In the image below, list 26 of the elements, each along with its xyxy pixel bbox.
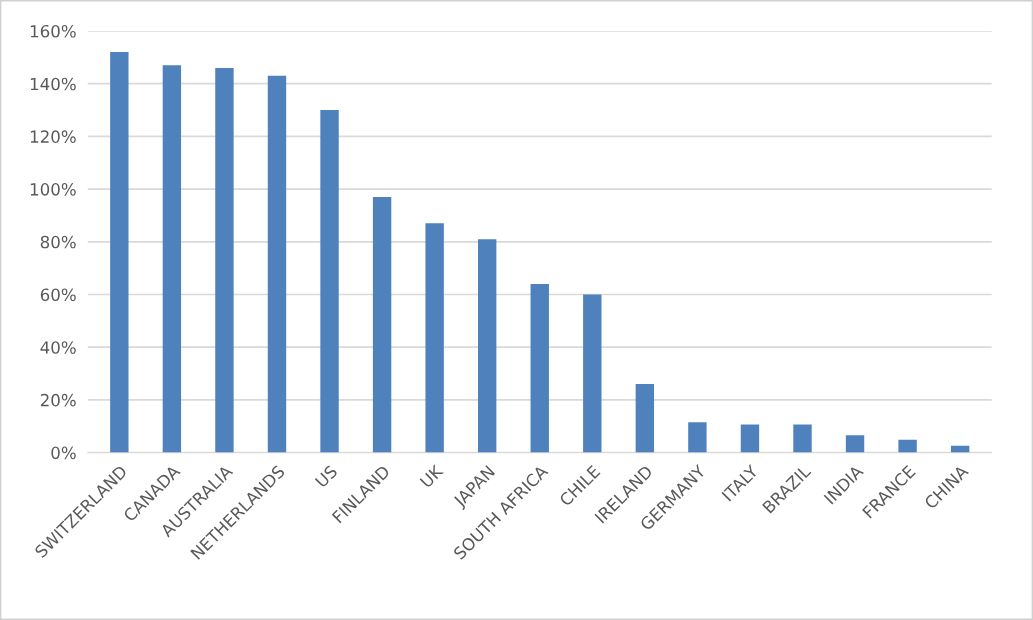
bar <box>530 283 549 453</box>
y-tick-label: 40% <box>40 341 76 354</box>
bar <box>320 110 339 453</box>
bar <box>635 384 655 453</box>
y-tick-label: 60% <box>40 288 76 302</box>
y-tick-label: 20% <box>40 393 76 407</box>
bar <box>845 435 865 453</box>
y-tick-label: 0% <box>51 446 76 460</box>
y-tick-label: 120% <box>30 130 76 143</box>
bar <box>162 65 182 453</box>
bar <box>740 424 760 453</box>
bar <box>688 422 707 453</box>
bar <box>583 294 602 453</box>
bar <box>478 239 497 453</box>
bar <box>793 424 812 453</box>
bar <box>898 439 917 453</box>
bar <box>215 67 234 453</box>
bar <box>267 75 287 453</box>
y-tick-label: 100% <box>30 183 76 196</box>
x-tick-label: UK <box>419 463 445 489</box>
bar <box>372 197 392 453</box>
y-tick-label: 80% <box>40 235 76 249</box>
y-tick-label: 160% <box>30 24 76 38</box>
bar <box>110 52 129 453</box>
bar <box>425 223 444 453</box>
y-tick-label: 140% <box>30 77 76 91</box>
